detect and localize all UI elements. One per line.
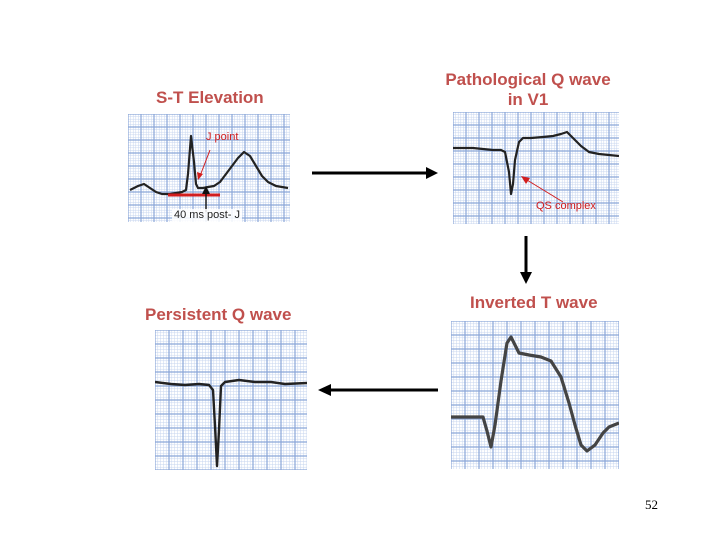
st-elevation-title: S-T Elevation [156,88,264,107]
arrow-t-to-persistent-q [318,384,438,396]
pathological-q-title: Pathological Q wave in V1 [438,70,618,110]
st-elevation-ecg [128,114,290,222]
persistent-q-trace [155,378,307,468]
st-elevation-trace [129,134,289,196]
pathological-q-trace [453,130,619,196]
pathological-q-title-line1: Pathological Q wave [445,70,611,89]
qs-arrowhead [521,176,530,184]
post-j-arrowhead [202,186,210,194]
pathological-q-ecg-svg [453,112,619,224]
pathological-q-title-line2: in V1 [507,90,549,109]
qs-arrow [526,179,564,203]
page-number: 52 [645,497,658,512]
post-j-label: 40 ms post- J [172,209,243,222]
inverted-t-title: Inverted T wave [470,293,598,312]
st-elevation-ecg-svg [128,114,290,222]
j-point-label: J point [206,131,239,143]
qs-complex-label: QS complex [536,200,596,212]
arrow-st-to-q [312,167,438,179]
pathological-q-ecg [453,112,619,224]
persistent-q-ecg [155,330,307,470]
inverted-t-trace [451,335,619,453]
arrow-q-to-t [520,236,532,284]
inverted-t-ecg-svg [451,321,619,469]
persistent-q-title: Persistent Q wave [145,305,292,324]
j-point-arrow [199,149,211,177]
j-point-arrowhead [197,172,203,180]
persistent-q-ecg-svg [155,330,307,470]
inverted-t-ecg [451,321,619,469]
